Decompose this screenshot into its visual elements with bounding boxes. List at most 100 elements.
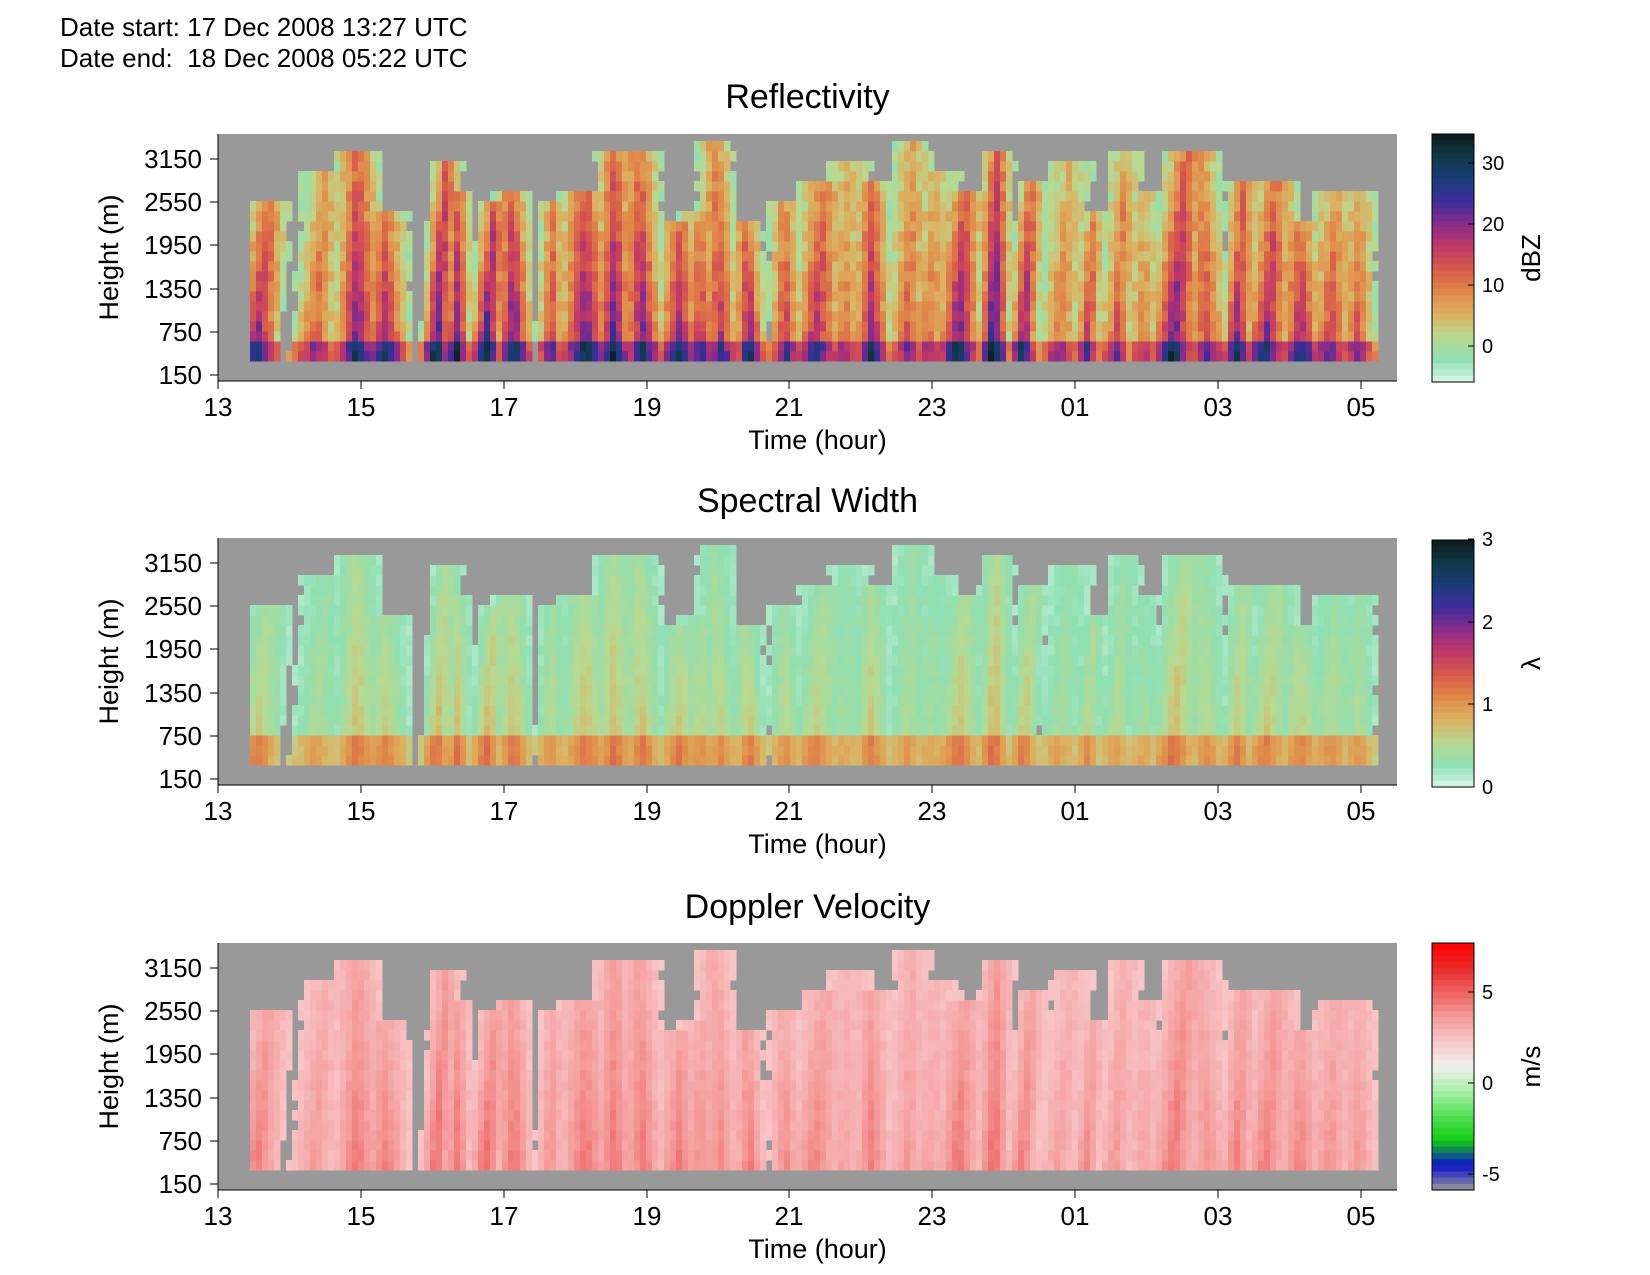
- heatmap-cell: [1222, 281, 1229, 292]
- heatmap-cell: [352, 595, 359, 606]
- heatmap-cell: [850, 301, 857, 312]
- heatmap-cell: [316, 201, 323, 212]
- heatmap-cell: [1078, 331, 1085, 342]
- heatmap-cell: [1126, 251, 1133, 262]
- heatmap-cell: [430, 605, 437, 616]
- heatmap-cell: [340, 655, 347, 666]
- heatmap-cell: [1066, 341, 1073, 352]
- heatmap-cell: [1240, 321, 1247, 332]
- heatmap-cell: [370, 271, 377, 282]
- heatmap-cell: [868, 281, 875, 292]
- heatmap-cell: [1210, 311, 1217, 322]
- heatmap-cell: [418, 745, 425, 756]
- heatmap-cell: [262, 331, 269, 342]
- heatmap-cell: [1174, 301, 1181, 312]
- heatmap-cell: [820, 211, 827, 222]
- heatmap-cell: [388, 261, 395, 272]
- heatmap-cell: [1246, 301, 1253, 312]
- heatmap-cell: [778, 311, 785, 322]
- heatmap-cell: [1132, 231, 1139, 242]
- heatmap-cell: [1006, 351, 1013, 362]
- heatmap-cell: [760, 735, 767, 746]
- heatmap-cell: [628, 161, 635, 172]
- heatmap-cell: [616, 745, 623, 756]
- heatmap-cell: [586, 755, 593, 766]
- heatmap-cell: [340, 151, 347, 162]
- heatmap-cell: [1066, 231, 1073, 242]
- heatmap-cell: [946, 311, 953, 322]
- heatmap-cell: [490, 301, 497, 312]
- heatmap-cell: [676, 715, 683, 726]
- heatmap-cell: [376, 341, 383, 352]
- heatmap-cell: [1066, 201, 1073, 212]
- heatmap-cell: [754, 655, 761, 666]
- heatmap-cell: [382, 341, 389, 352]
- heatmap-cell: [766, 695, 773, 706]
- heatmap-cell: [682, 685, 689, 696]
- heatmap-cell: [700, 231, 707, 242]
- heatmap-cell: [1372, 351, 1379, 362]
- heatmap-cell: [712, 281, 719, 292]
- heatmap-cell: [1126, 321, 1133, 332]
- heatmap-cell: [514, 635, 521, 646]
- heatmap-cell: [892, 301, 899, 312]
- heatmap-cell: [736, 745, 743, 756]
- heatmap-cell: [1198, 291, 1205, 302]
- heatmap-cell: [442, 655, 449, 666]
- heatmap-cell: [394, 635, 401, 646]
- heatmap-cell: [292, 755, 299, 766]
- heatmap-cell: [1108, 331, 1115, 342]
- heatmap-cell: [382, 351, 389, 362]
- heatmap-cell: [646, 231, 653, 242]
- heatmap-cell: [1318, 261, 1325, 272]
- heatmap-cell: [646, 685, 653, 696]
- heatmap-cell: [1156, 271, 1163, 282]
- heatmap-cell: [580, 321, 587, 332]
- heatmap-cell: [1258, 331, 1265, 342]
- heatmap-cell: [634, 705, 641, 716]
- heatmap-cell: [1324, 261, 1331, 272]
- heatmap-cell: [1306, 341, 1313, 352]
- heatmap-cell: [616, 595, 623, 606]
- heatmap-cell: [682, 341, 689, 352]
- heatmap-cell: [388, 301, 395, 312]
- heatmap-cell: [346, 705, 353, 716]
- heatmap-cell: [676, 211, 683, 222]
- heatmap-cell: [706, 341, 713, 352]
- heatmap-cell: [442, 231, 449, 242]
- heatmap-cell: [1216, 351, 1223, 362]
- heatmap-cell: [508, 615, 515, 626]
- heatmap-cell: [796, 291, 803, 302]
- heatmap-cell: [436, 635, 443, 646]
- heatmap-cell: [964, 201, 971, 212]
- heatmap-cell: [544, 705, 551, 716]
- heatmap-cell: [304, 181, 311, 192]
- heatmap-cell: [1216, 321, 1223, 332]
- heatmap-cell: [1186, 231, 1193, 242]
- heatmap-cell: [964, 231, 971, 242]
- heatmap-cell: [328, 201, 335, 212]
- heatmap-cell: [784, 715, 791, 726]
- heatmap-cell: [1300, 251, 1307, 262]
- heatmap-cell: [406, 331, 413, 342]
- colorbar-swatch: [1432, 351, 1474, 358]
- heatmap-cell: [862, 261, 869, 272]
- heatmap-cell: [730, 221, 737, 232]
- heatmap-cell: [352, 755, 359, 766]
- heatmap-cell: [706, 171, 713, 182]
- heatmap-cell: [1342, 341, 1349, 352]
- heatmap-cell: [1216, 291, 1223, 302]
- heatmap-cell: [262, 675, 269, 686]
- heatmap-cell: [478, 241, 485, 252]
- heatmap-cell: [1108, 271, 1115, 282]
- heatmap-cell: [916, 221, 923, 232]
- heatmap-cell: [886, 191, 893, 202]
- heatmap-cell: [886, 221, 893, 232]
- heatmap-cell: [1096, 261, 1103, 272]
- heatmap-cell: [388, 625, 395, 636]
- heatmap-cell: [796, 271, 803, 282]
- heatmap-cell: [514, 201, 521, 212]
- colorbar-swatch: [1432, 332, 1474, 340]
- heatmap-cell: [1012, 241, 1019, 252]
- heatmap-cell: [346, 735, 353, 746]
